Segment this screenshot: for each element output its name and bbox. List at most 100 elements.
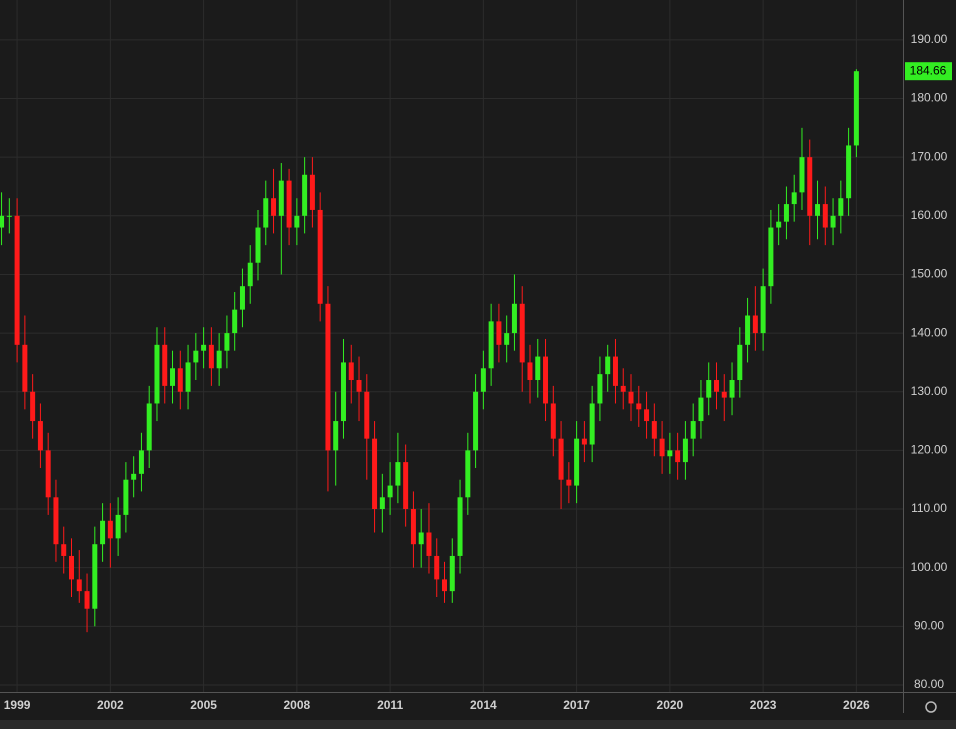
- candle-body: [232, 309, 238, 334]
- candle-body: [799, 157, 805, 193]
- candle-body: [14, 215, 20, 345]
- y-tick-label: 160.00: [911, 208, 948, 222]
- y-tick-label: 190.00: [911, 32, 948, 46]
- candle-body: [473, 391, 479, 451]
- candle-body: [302, 174, 308, 216]
- candle-body: [30, 391, 36, 422]
- x-tick-label: 2014: [470, 698, 497, 712]
- candle-body: [53, 497, 59, 545]
- candle-body: [208, 344, 214, 369]
- candle-body: [543, 356, 549, 404]
- settings-icon[interactable]: [925, 701, 937, 713]
- candle-body: [403, 462, 409, 510]
- y-tick-label: 80.00: [914, 677, 944, 691]
- candle-body: [45, 450, 51, 498]
- y-tick-label: 120.00: [911, 443, 948, 457]
- candle-body: [457, 497, 463, 556]
- candle-body: [838, 198, 844, 216]
- candle-body: [170, 368, 176, 386]
- candle-body: [791, 192, 797, 205]
- candle-body: [76, 579, 82, 592]
- candle-body: [379, 497, 385, 510]
- candle-body: [278, 180, 284, 216]
- y-tick-label: 170.00: [911, 149, 948, 163]
- candle-body: [698, 397, 704, 422]
- candle-body: [574, 438, 580, 486]
- candle-body: [690, 421, 696, 439]
- candle-body: [418, 532, 424, 545]
- candle-body: [597, 374, 603, 404]
- candle-body: [22, 344, 28, 392]
- candle-body: [340, 362, 346, 422]
- candle-body: [395, 462, 401, 486]
- candle-body: [776, 221, 782, 228]
- candle-body: [294, 215, 300, 228]
- candle-body: [100, 520, 106, 545]
- candle-body: [387, 485, 393, 498]
- candle-body: [807, 157, 813, 216]
- y-tick-label: 130.00: [911, 384, 948, 398]
- candle-body: [496, 321, 502, 345]
- candle-body: [721, 391, 727, 398]
- x-tick-label: 2011: [377, 698, 403, 712]
- candle-body: [37, 421, 43, 451]
- candle-body: [620, 385, 626, 392]
- scrollbar[interactable]: [0, 720, 956, 729]
- candle-body: [364, 391, 370, 439]
- x-tick-label: 2020: [657, 698, 684, 712]
- candle-body: [846, 145, 852, 199]
- candle-body: [115, 514, 121, 539]
- candle-body: [558, 438, 564, 480]
- candle-body: [201, 344, 207, 351]
- candle-body: [372, 438, 378, 510]
- y-tick-label: 100.00: [911, 560, 948, 574]
- candle-body: [659, 438, 665, 457]
- candle-body: [527, 362, 533, 381]
- candle-body: [667, 450, 673, 457]
- candle-body: [535, 356, 541, 381]
- candle-body: [426, 532, 432, 556]
- candle-body: [783, 204, 789, 222]
- candle-body: [216, 350, 222, 369]
- candle-body: [255, 227, 261, 263]
- candle-body: [644, 409, 650, 422]
- y-tick-label: 90.00: [914, 618, 944, 632]
- candle-body: [348, 362, 354, 381]
- candle-body: [511, 303, 517, 334]
- candle-body: [815, 204, 821, 216]
- candle-body: [131, 473, 137, 480]
- candle-body: [628, 391, 634, 404]
- candle-body: [263, 198, 269, 228]
- candle-body: [154, 344, 160, 404]
- candle-body: [605, 356, 611, 375]
- last-price-label: 184.66: [910, 63, 947, 77]
- candle-body: [651, 421, 657, 439]
- candle-body: [123, 479, 129, 515]
- candle-body: [84, 591, 90, 609]
- candle-body: [193, 350, 199, 363]
- candle-body: [61, 544, 67, 556]
- candle-body: [760, 286, 766, 334]
- candle-body: [333, 421, 339, 451]
- candle-body: [162, 344, 168, 386]
- candle-body: [286, 180, 292, 228]
- candle-body: [271, 198, 277, 216]
- candle-body: [822, 204, 828, 228]
- candle-body: [449, 555, 455, 592]
- candle-body: [185, 362, 191, 392]
- y-tick-label: 110.00: [911, 501, 947, 515]
- x-tick-label: 1999: [4, 698, 31, 712]
- candle-body: [0, 215, 5, 228]
- y-tick-label: 150.00: [911, 267, 948, 281]
- x-tick-label: 2026: [843, 698, 870, 712]
- x-tick-label: 2008: [284, 698, 311, 712]
- candle-body: [434, 555, 440, 580]
- candle-body: [465, 450, 471, 498]
- candle-body: [317, 209, 323, 304]
- candle-body: [504, 333, 510, 345]
- candle-body: [853, 71, 859, 146]
- candle-body: [830, 215, 836, 228]
- candle-body: [675, 450, 681, 463]
- candle-body: [146, 403, 152, 451]
- candle-body: [442, 579, 448, 592]
